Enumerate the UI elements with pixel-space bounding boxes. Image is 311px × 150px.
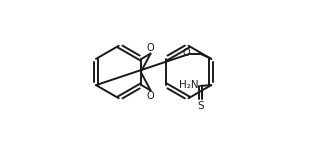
Text: O: O bbox=[146, 91, 154, 101]
Text: O: O bbox=[146, 43, 154, 53]
Text: O: O bbox=[183, 48, 190, 58]
Text: S: S bbox=[198, 101, 204, 111]
Text: H₂N: H₂N bbox=[179, 80, 199, 90]
